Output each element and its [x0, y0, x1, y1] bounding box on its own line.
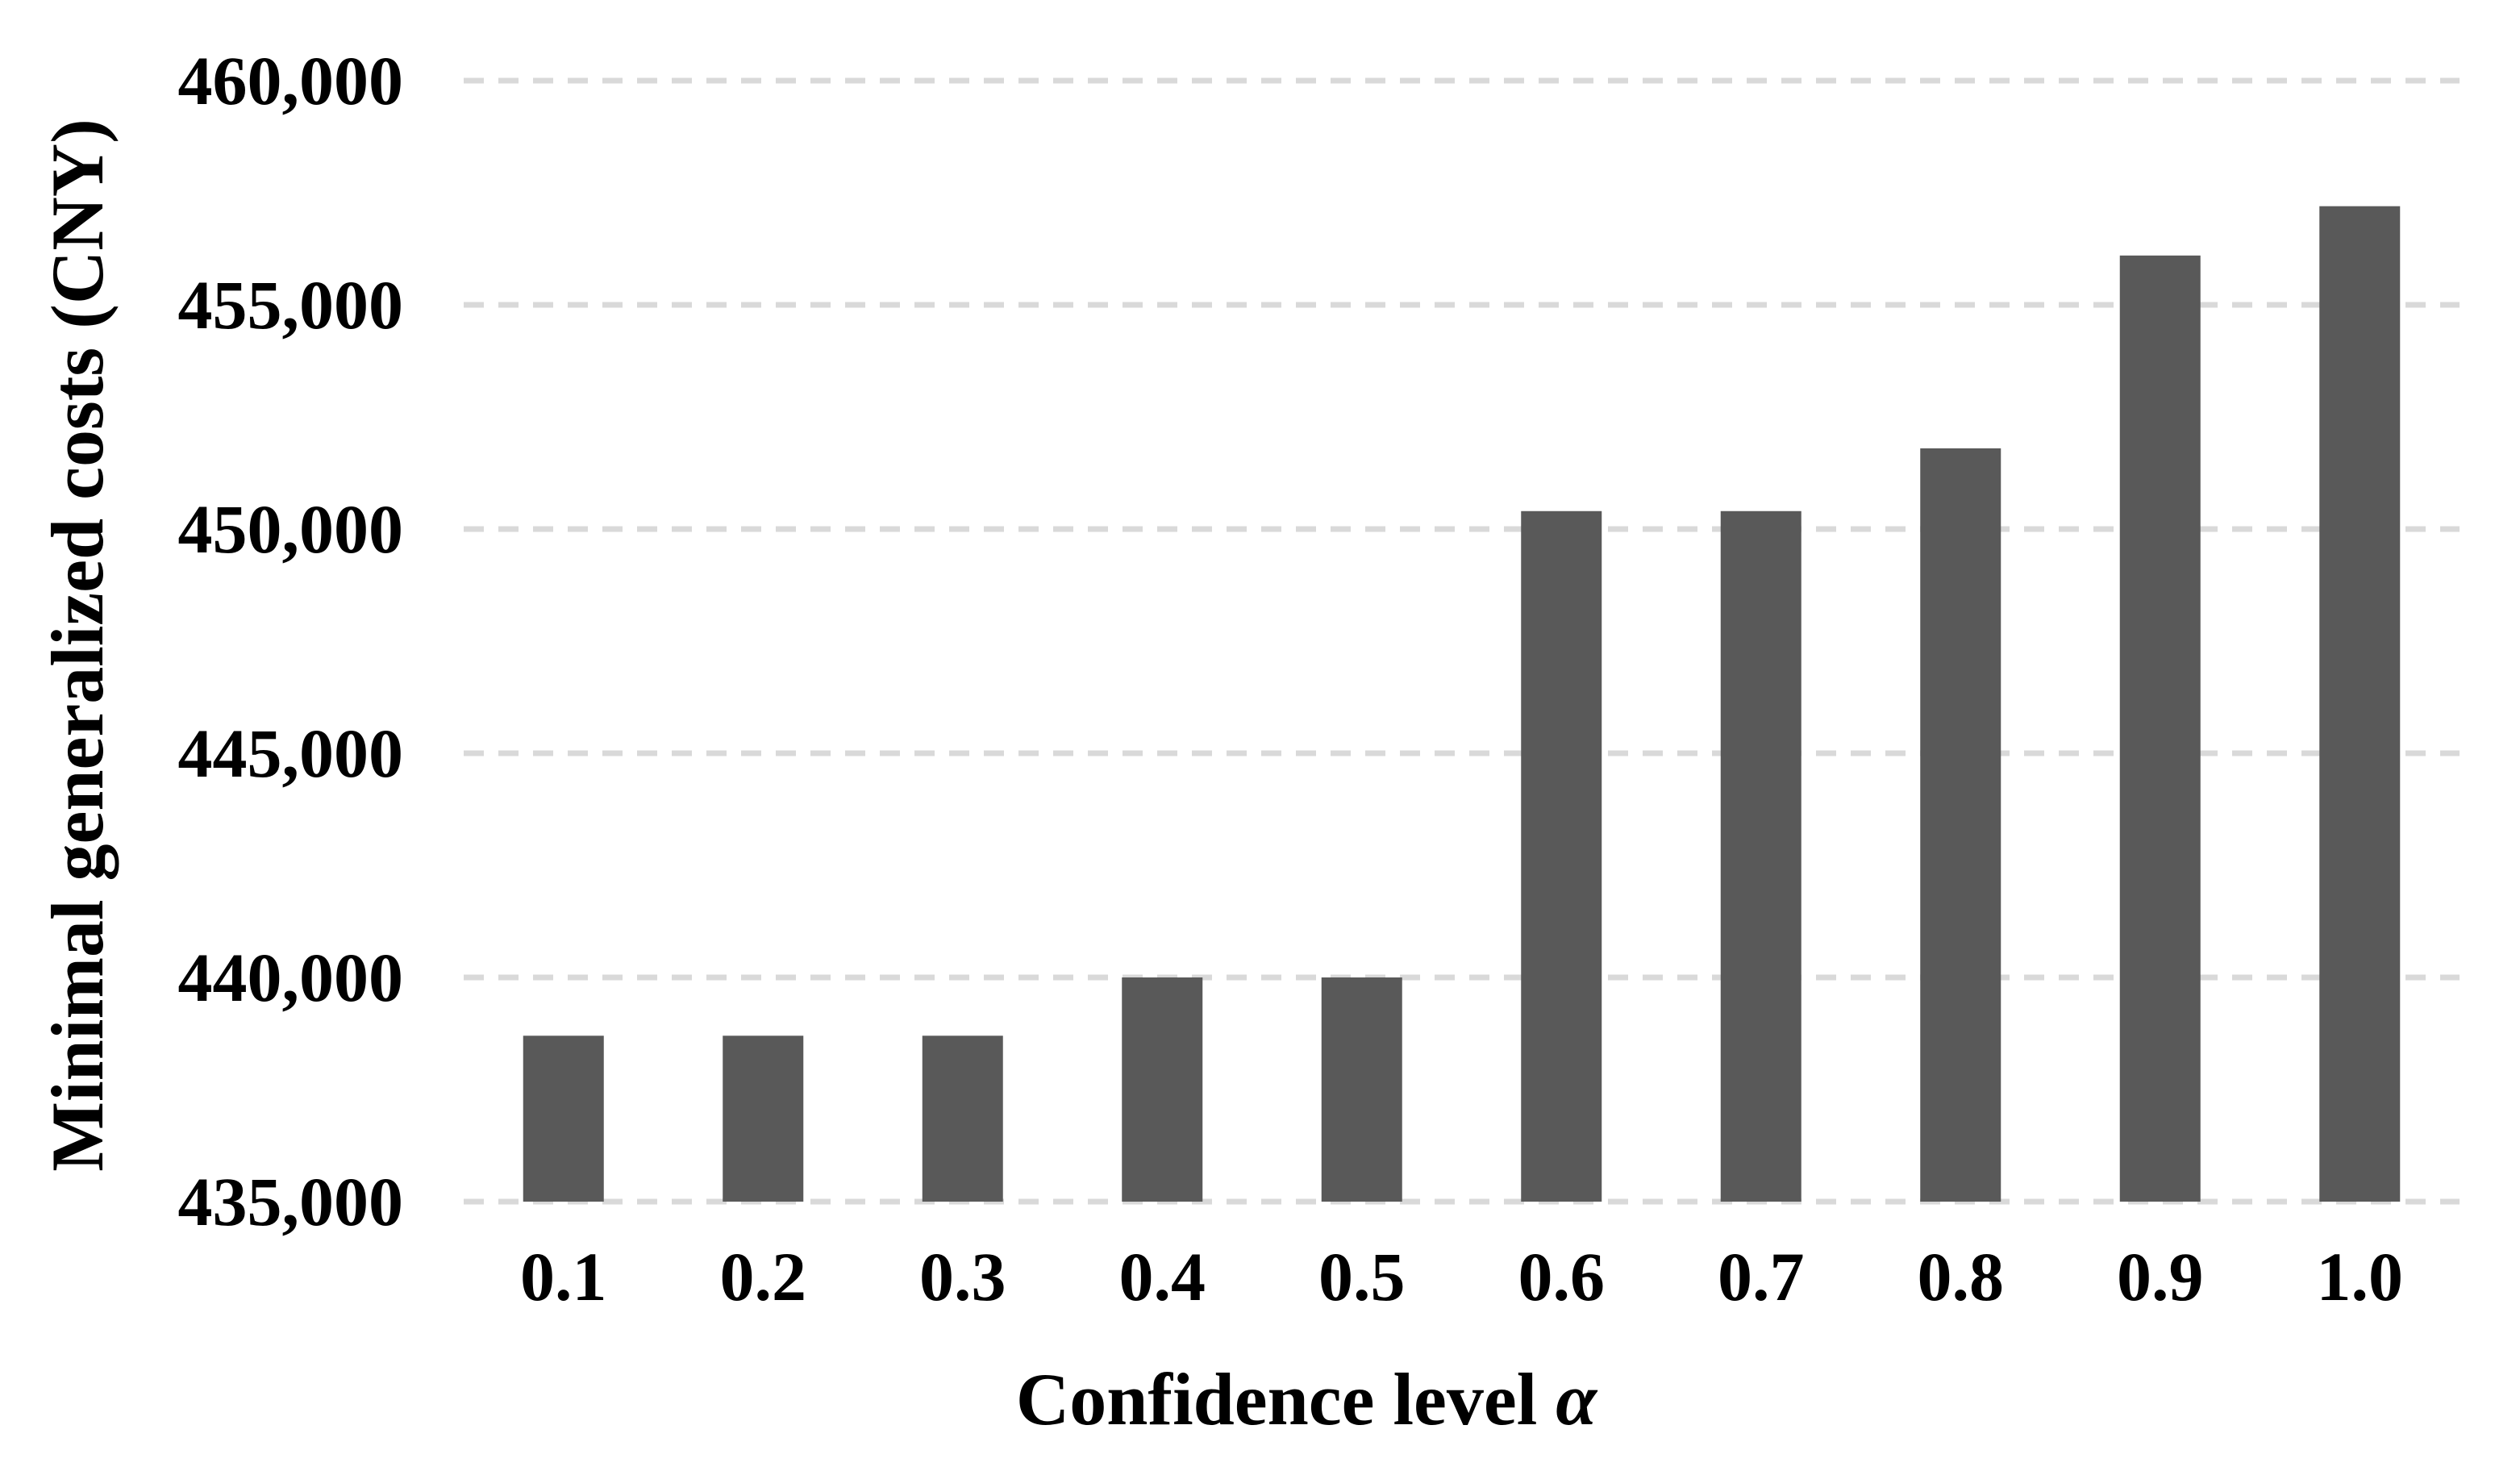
bar-0.8 — [1920, 448, 2001, 1202]
y-tick-label: 460,000 — [178, 42, 404, 119]
x-tick-label: 0.5 — [1318, 1238, 1406, 1315]
bar-0.9 — [2119, 255, 2201, 1202]
bar-0.5 — [1321, 977, 1402, 1202]
y-tick-label: 440,000 — [178, 939, 404, 1016]
x-axis-title: Confidence level α — [1016, 1358, 1598, 1440]
x-tick-label: 0.6 — [1518, 1238, 1606, 1315]
bars-group — [523, 206, 2401, 1202]
y-tick-labels-group: 435,000 440,000 445,000 450,000 455,000 460,0… — [178, 42, 404, 1240]
y-tick-label: 435,000 — [178, 1163, 404, 1240]
x-tick-label: 0.1 — [520, 1238, 607, 1315]
x-tick-label: 0.9 — [2117, 1238, 2204, 1315]
y-tick-label: 455,000 — [178, 266, 404, 344]
bar-0.4 — [1122, 977, 1203, 1202]
x-tick-label: 0.2 — [720, 1238, 807, 1315]
x-tick-label: 0.7 — [1718, 1238, 1805, 1315]
x-tick-labels-group: 0.1 0.2 0.3 0.4 0.5 0.6 0.7 0.8 0.9 1.0 — [520, 1238, 2403, 1315]
bar-1.0 — [2319, 206, 2401, 1202]
alpha-symbol: α — [1556, 1358, 1598, 1440]
y-axis-title: Minimal generalized costs (CNY) — [36, 119, 119, 1172]
y-tick-label: 450,000 — [178, 490, 404, 568]
bar-0.1 — [523, 1036, 604, 1202]
x-tick-label: 1.0 — [2317, 1238, 2404, 1315]
bar-0.3 — [922, 1036, 1003, 1202]
y-tick-label: 445,000 — [178, 715, 404, 792]
bar-0.7 — [1720, 510, 1801, 1202]
x-tick-label: 0.4 — [1119, 1238, 1206, 1315]
x-tick-label: 0.8 — [1918, 1238, 2005, 1315]
bar-0.2 — [723, 1036, 804, 1202]
bar-0.6 — [1521, 510, 1602, 1202]
x-tick-label: 0.3 — [919, 1238, 1006, 1315]
x-axis-title-text: Confidence level — [1016, 1358, 1556, 1440]
